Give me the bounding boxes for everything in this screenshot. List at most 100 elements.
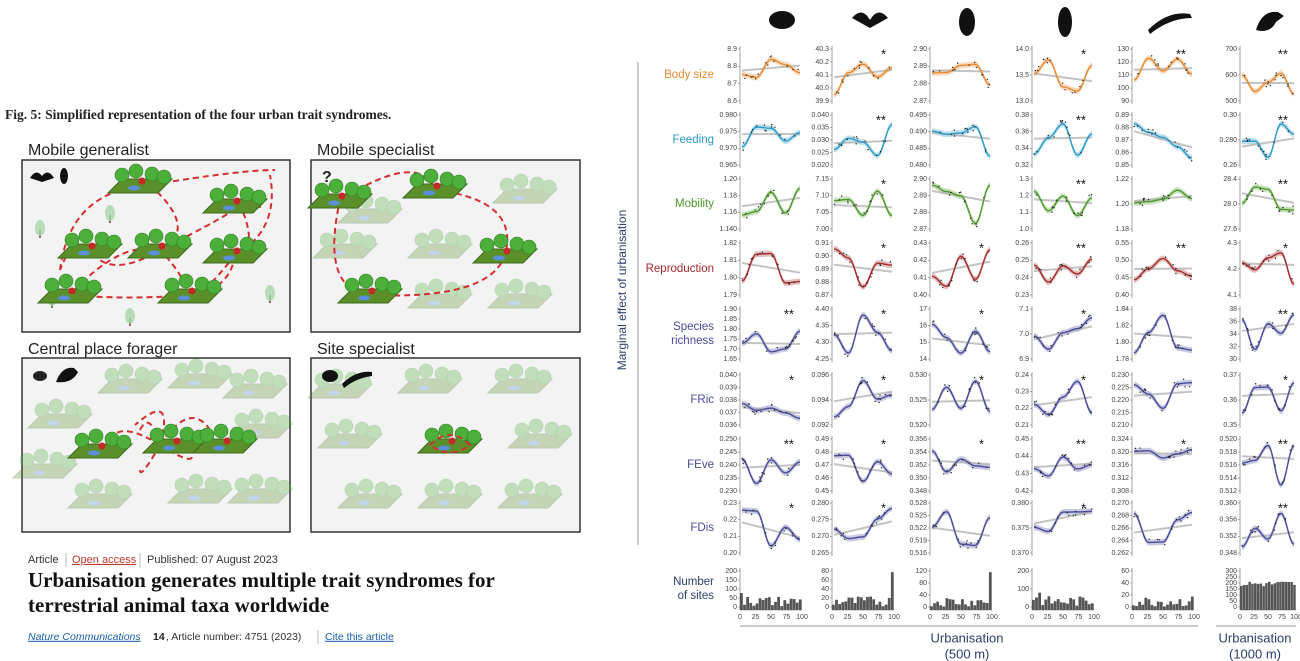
data-point [861, 479, 864, 482]
tree [243, 368, 259, 384]
data-point [842, 532, 845, 535]
journal-link[interactable]: Nature Communications [28, 631, 141, 643]
data-point [763, 473, 765, 475]
data-point [938, 458, 940, 461]
linear-fit [833, 331, 893, 336]
data-point [1274, 257, 1277, 259]
tile [66, 428, 134, 459]
linear-fit [1241, 192, 1295, 204]
tree [229, 426, 245, 442]
data-point [1139, 391, 1142, 393]
data-point [948, 385, 951, 387]
data-point [1042, 413, 1044, 415]
data-point [1164, 196, 1166, 198]
data-point [1277, 249, 1279, 252]
cite-link[interactable]: Cite this article [325, 631, 394, 643]
y-tick-label: 0.225 [1111, 384, 1129, 391]
linear-fit [931, 69, 991, 73]
tree [74, 482, 90, 498]
data-point [978, 462, 980, 464]
data-point [1083, 514, 1086, 516]
data-point [1034, 69, 1037, 72]
data-point [1257, 341, 1260, 343]
tile [26, 398, 94, 429]
y-tick-label: 0.32 [1015, 162, 1029, 169]
tile [496, 478, 564, 509]
tree [156, 169, 172, 185]
pond [338, 440, 350, 446]
tree [349, 231, 365, 247]
data-point [1141, 268, 1143, 270]
smooth-fit [931, 63, 991, 86]
data-point [1073, 212, 1075, 215]
data-point [1256, 527, 1258, 529]
data-point [881, 259, 883, 261]
y-tick-label: 0.47 [815, 462, 829, 469]
histogram-bar [961, 599, 964, 610]
data-point [1176, 344, 1179, 346]
data-point [1075, 276, 1078, 279]
data-point [754, 413, 756, 415]
tile [66, 478, 134, 509]
data-point [880, 459, 882, 461]
data-point [866, 381, 869, 383]
data-point [875, 154, 878, 157]
y-tick-label: 1.80 [1115, 339, 1129, 346]
open-access-link[interactable]: Open access [72, 554, 137, 566]
y-tick-label: 0.038 [719, 397, 737, 404]
ground [201, 248, 269, 264]
significance: * [881, 240, 886, 255]
data-point [876, 193, 878, 195]
y-tick-label: 1.18 [1115, 226, 1129, 233]
data-point [760, 480, 762, 482]
linear-fit [741, 521, 801, 539]
tree [513, 173, 529, 189]
data-point [1080, 214, 1082, 216]
data-point [1246, 198, 1248, 200]
x-tick-label: 0 [830, 614, 834, 621]
histogram-bar [764, 598, 768, 610]
data-point [974, 333, 976, 336]
y-tick-label: 4.40 [815, 306, 829, 313]
pond [358, 500, 370, 506]
significance: * [1283, 372, 1288, 387]
y-tick-label: 0.352 [1219, 533, 1237, 540]
data-point [967, 547, 969, 549]
data-point [795, 336, 797, 338]
tile [126, 228, 194, 259]
data-point [1171, 339, 1174, 342]
data-point [964, 128, 966, 130]
red-site [503, 247, 511, 255]
histogram-bar [890, 572, 894, 610]
data-point [1254, 266, 1256, 268]
y-tick-label: 250 [1225, 574, 1237, 581]
data-point [779, 410, 782, 413]
y-tick-label: 0.30 [1223, 112, 1237, 119]
y-tick-label: 0.43 [1015, 471, 1029, 478]
y-tick-label: 1.85 [723, 316, 737, 323]
data-point [1177, 384, 1180, 386]
histogram-bar [1187, 601, 1191, 610]
tile [506, 418, 574, 449]
data-point [1291, 93, 1294, 95]
significance: * [881, 372, 886, 387]
data-point [975, 327, 977, 329]
data-point [1134, 447, 1137, 450]
y-tick-label: 60 [1121, 568, 1129, 575]
data-point [870, 200, 872, 202]
smooth-fit [833, 507, 893, 540]
confidence-band [1034, 256, 1092, 285]
tree [88, 478, 104, 494]
tile [106, 163, 174, 194]
linear-fit [741, 196, 801, 208]
data-point [1139, 447, 1141, 449]
data-point [861, 376, 863, 379]
y-tick-label: 0.512 [1219, 488, 1237, 495]
data-point [833, 332, 836, 334]
data-point [1248, 139, 1251, 141]
tree [374, 481, 390, 497]
tree [199, 427, 215, 443]
data-point [877, 333, 880, 335]
tree [259, 371, 275, 387]
y-tick-label: 1.90 [723, 306, 737, 313]
